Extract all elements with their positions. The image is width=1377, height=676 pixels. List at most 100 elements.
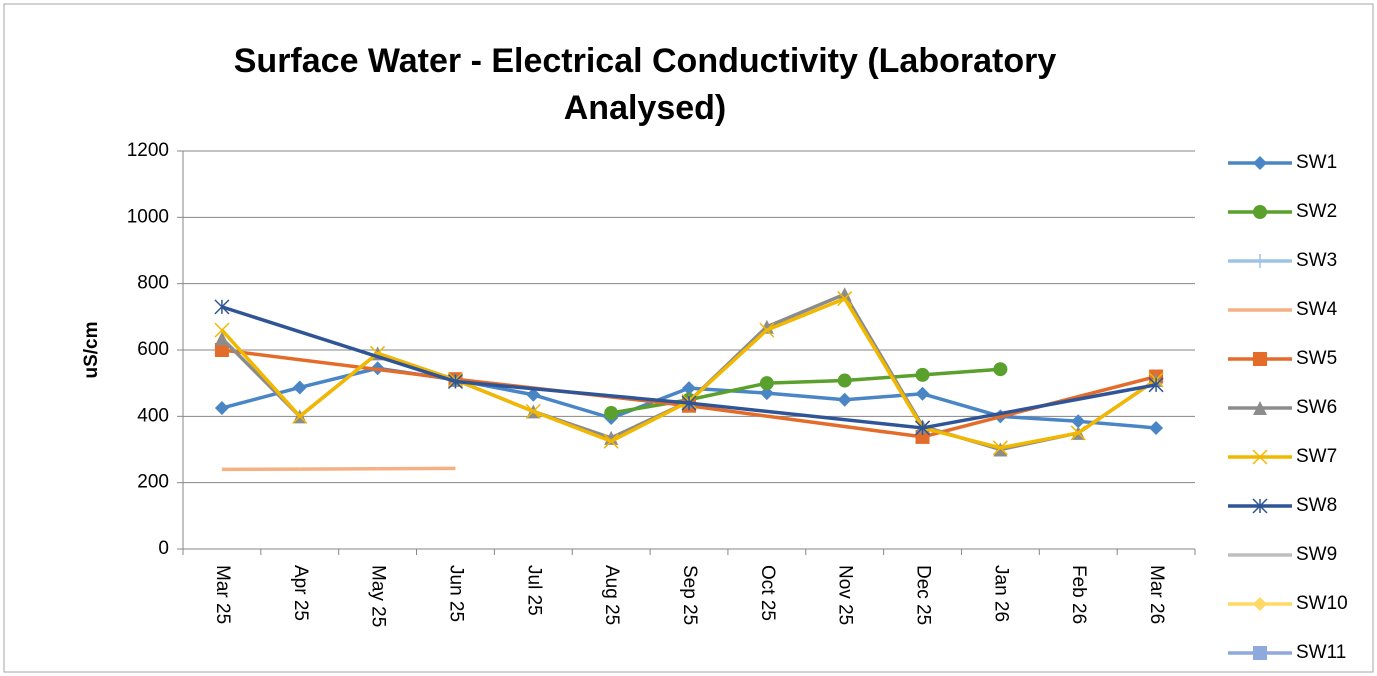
marker-shape (292, 380, 307, 395)
line-segment (221, 305, 456, 384)
marker-shape (915, 429, 930, 444)
y-tick-label: 400 (137, 405, 169, 426)
marker (837, 392, 852, 407)
line-segment (844, 373, 923, 383)
marker-shape (1253, 401, 1267, 415)
marker-shape (214, 299, 230, 315)
marker (1252, 449, 1268, 465)
marker (214, 331, 229, 346)
marker (526, 387, 541, 402)
line-segment (688, 403, 923, 439)
marker (993, 442, 1008, 457)
marker (1070, 425, 1086, 441)
marker-shape (759, 322, 775, 338)
legend-label: SW9 (1296, 544, 1337, 565)
marker-shape (1253, 205, 1267, 219)
marker-shape (214, 401, 229, 416)
line-segment (532, 393, 612, 420)
marker (447, 373, 463, 390)
marker (1148, 377, 1164, 393)
marker (214, 299, 230, 315)
legend-label: SW8 (1296, 495, 1337, 516)
marker (681, 395, 697, 411)
marker-shape (837, 373, 852, 388)
marker-shape (1253, 646, 1267, 660)
line-segment (844, 392, 923, 402)
line-segment (299, 366, 379, 390)
marker (292, 408, 308, 424)
marker-shape (1070, 425, 1086, 441)
line-segment (922, 383, 1157, 430)
marker (604, 406, 619, 421)
legend-label: SW10 (1296, 593, 1348, 614)
x-tick-label: Sep 25 (679, 565, 700, 625)
marker-shape (1253, 254, 1267, 268)
marker-shape (447, 373, 463, 390)
marker-shape (915, 367, 930, 382)
y-tick-label: 1200 (127, 140, 169, 161)
legend-label: SW7 (1296, 446, 1337, 467)
y-tick-label: 200 (137, 472, 169, 493)
marker (1149, 420, 1164, 435)
marker (992, 440, 1008, 456)
x-tick-label: Feb 26 (1068, 565, 1089, 624)
chart-title: Surface Water - Electrical Conductivity … (233, 42, 1057, 127)
legend-label: SW6 (1296, 397, 1337, 418)
marker (1253, 254, 1267, 268)
x-tick-label: Aug 25 (601, 565, 622, 625)
marker-shape (1253, 352, 1267, 366)
x-tick-label: Jun 25 (445, 565, 466, 622)
x-tick-label: Apr 25 (290, 565, 311, 621)
marker (1253, 646, 1267, 660)
line-segment (610, 399, 690, 443)
marker-shape (1253, 597, 1267, 611)
marker-shape (1149, 420, 1164, 435)
line-segment (688, 381, 768, 402)
line-segment (1000, 414, 1079, 424)
marker (915, 420, 931, 436)
marker-shape (1071, 414, 1086, 429)
line-segment (766, 296, 846, 332)
marker-shape (759, 376, 774, 391)
marker (837, 287, 852, 302)
line-segment (922, 426, 1001, 450)
marker (837, 291, 853, 307)
line-segment (221, 348, 456, 381)
line-segment (298, 351, 379, 418)
x-tick-label: May 25 (368, 565, 389, 627)
line-segment (454, 378, 534, 413)
marker-shape (1253, 156, 1267, 170)
marker-shape (1252, 449, 1268, 465)
y-tick-label: 0 (158, 538, 169, 559)
marker-shape (993, 362, 1008, 377)
x-tick-label: Jan 26 (990, 565, 1011, 622)
legend-label: SW5 (1296, 348, 1337, 369)
marker (603, 433, 619, 449)
marker (525, 403, 541, 419)
legend-label: SW2 (1296, 201, 1337, 222)
marker-shape (604, 406, 619, 421)
marker-shape (525, 403, 541, 419)
marker-shape (214, 343, 229, 357)
marker-shape (837, 392, 852, 407)
marker-shape (992, 440, 1008, 456)
marker (1252, 498, 1268, 514)
marker-shape (603, 433, 619, 449)
x-tick-label: Oct 25 (757, 565, 778, 621)
marker-shape (915, 386, 930, 401)
marker (1253, 205, 1267, 219)
marker-shape (759, 386, 774, 401)
line-segment (766, 378, 845, 385)
marker-shape (292, 408, 308, 424)
legend-label: SW11 (1296, 642, 1346, 663)
line-segment (922, 367, 1001, 377)
marker-shape (681, 395, 697, 411)
marker-shape (837, 291, 853, 307)
marker-shape (915, 420, 931, 436)
marker (915, 367, 930, 382)
y-tick-label: 800 (137, 273, 169, 294)
marker-shape (993, 442, 1008, 457)
line-segment (1000, 431, 1079, 450)
